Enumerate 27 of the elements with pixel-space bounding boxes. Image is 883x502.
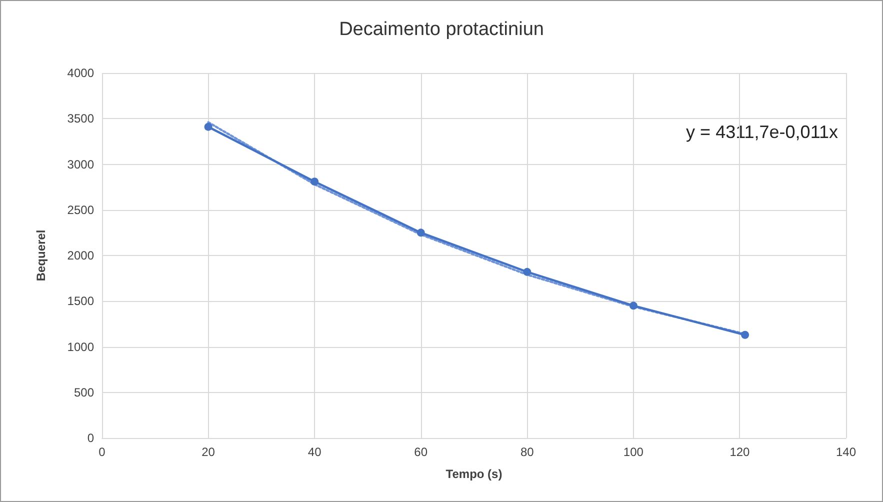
point — [310, 178, 319, 186]
point — [629, 302, 638, 310]
x-tick-label: 20 — [202, 445, 216, 459]
annotation: y = 4311,7e-0,011x — [686, 122, 838, 142]
y-tick-label: 0 — [87, 431, 94, 445]
x-tick-label: 60 — [414, 445, 428, 459]
point — [416, 228, 425, 237]
y-axis-title: Bequerel — [34, 230, 48, 282]
y-tick-label: 500 — [74, 385, 94, 400]
y-tick-label: 3500 — [67, 112, 94, 126]
y-tick-label: 4000 — [67, 66, 94, 80]
point — [523, 268, 532, 276]
x-tick-label: 0 — [98, 445, 106, 459]
x-axis-title: Tempo (s) — [446, 467, 502, 481]
y-tick-label: 1500 — [67, 294, 94, 308]
y-tick-label: 3000 — [67, 157, 94, 172]
point — [741, 330, 750, 339]
x-tick-label: 120 — [730, 445, 750, 459]
chart-title: Decaimento protactiniun — [339, 19, 544, 40]
y-tick-label: 1000 — [67, 340, 94, 354]
y-tick-label: 2000 — [67, 248, 94, 262]
point — [204, 122, 212, 131]
x-tick-label: 40 — [308, 445, 322, 459]
x-tick-label: 100 — [623, 445, 644, 459]
y-tick-label: 2500 — [67, 202, 94, 217]
x-tick-label: 140 — [836, 445, 856, 459]
x-tick-label: 80 — [520, 445, 534, 459]
